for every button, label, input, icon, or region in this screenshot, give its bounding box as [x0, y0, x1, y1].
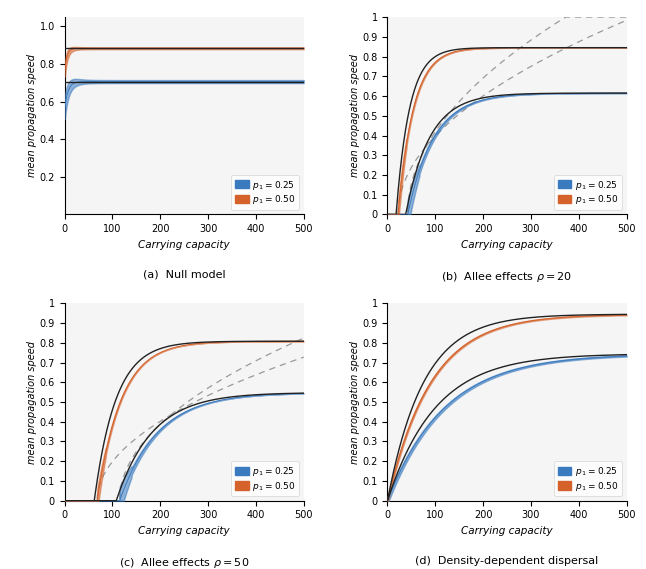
Text: (c)  Allee effects $\rho = 50$: (c) Allee effects $\rho = 50$ — [119, 556, 249, 569]
Legend: $p_{\,1} = 0.25$, $p_{\,1} = 0.50$: $p_{\,1} = 0.25$, $p_{\,1} = 0.50$ — [231, 461, 299, 496]
Y-axis label: mean propagation speed: mean propagation speed — [349, 54, 360, 178]
Y-axis label: mean propagation speed: mean propagation speed — [349, 340, 360, 464]
Y-axis label: mean propagation speed: mean propagation speed — [26, 340, 37, 464]
Text: (b)  Allee effects $\rho = 20$: (b) Allee effects $\rho = 20$ — [441, 270, 572, 284]
Legend: $p_{\,1} = 0.25$, $p_{\,1} = 0.50$: $p_{\,1} = 0.25$, $p_{\,1} = 0.50$ — [554, 175, 622, 210]
Text: (a)  Null model: (a) Null model — [143, 270, 225, 280]
Y-axis label: mean propagation speed: mean propagation speed — [26, 54, 37, 178]
X-axis label: Carrying capacity: Carrying capacity — [461, 240, 553, 250]
Legend: $p_{\,1} = 0.25$, $p_{\,1} = 0.50$: $p_{\,1} = 0.25$, $p_{\,1} = 0.50$ — [231, 175, 299, 210]
Text: (d)  Density-dependent dispersal: (d) Density-dependent dispersal — [415, 556, 599, 566]
Legend: $p_{\,1} = 0.25$, $p_{\,1} = 0.50$: $p_{\,1} = 0.25$, $p_{\,1} = 0.50$ — [554, 461, 622, 496]
X-axis label: Carrying capacity: Carrying capacity — [138, 240, 230, 250]
X-axis label: Carrying capacity: Carrying capacity — [461, 526, 553, 536]
X-axis label: Carrying capacity: Carrying capacity — [138, 526, 230, 536]
